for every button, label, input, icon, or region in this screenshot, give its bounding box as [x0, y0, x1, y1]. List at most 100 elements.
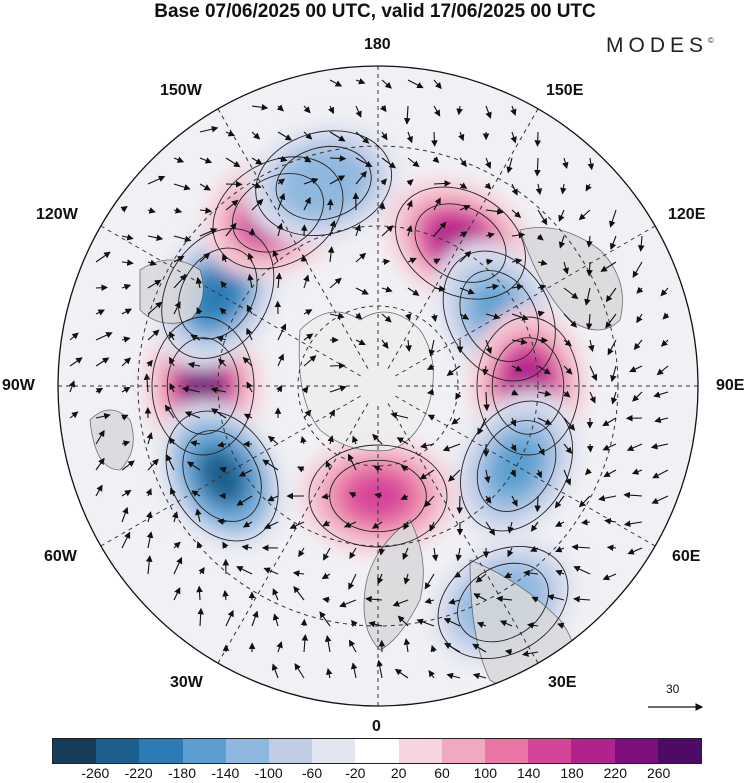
wind-vector [446, 365, 461, 376]
wind-vector [448, 598, 461, 605]
wind-vector [662, 312, 670, 320]
wind-vector [276, 384, 283, 393]
wind-vector [246, 304, 253, 315]
wind-vector [537, 310, 545, 318]
wind-vector [145, 488, 152, 497]
wind-vector [406, 131, 413, 144]
height-contour [232, 173, 324, 253]
wind-vector [121, 308, 132, 315]
wind-vector [472, 672, 487, 680]
wind-vector [407, 79, 424, 89]
brand-text: MODES [606, 34, 709, 57]
wind-vector [587, 157, 595, 171]
wind-vector [629, 365, 643, 373]
colorbar-tick-label: 140 [516, 765, 541, 781]
wind-vector [327, 198, 334, 211]
wind-vector [405, 339, 412, 352]
wind-vector [173, 556, 183, 575]
wind-vector [222, 589, 229, 601]
wind-vector [95, 429, 105, 445]
wind-vector [485, 521, 496, 536]
wind-vector [276, 641, 283, 653]
wind-vector [199, 252, 211, 263]
meridian-line [387, 108, 539, 369]
wind-vector [573, 595, 591, 603]
height-contour [460, 400, 574, 532]
wind-vector [196, 585, 203, 601]
wind-vector [69, 332, 79, 341]
wind-vector [166, 454, 175, 471]
wind-vector [143, 373, 151, 393]
height-contour [151, 316, 255, 456]
colorbar-swatch [355, 739, 399, 763]
wind-vector [416, 618, 435, 627]
wind-vector [562, 261, 569, 275]
lon-label-180: 180 [364, 36, 391, 53]
wind-vector [121, 460, 135, 471]
wind-vector [604, 517, 617, 525]
wind-vector [459, 182, 468, 189]
wind-vector [433, 79, 442, 90]
wind-vector [69, 411, 79, 419]
wind-vector [598, 495, 617, 502]
wind-vector [485, 157, 492, 169]
wind-vector [584, 468, 592, 476]
wind-vector [355, 252, 367, 263]
colorbar-swatch [182, 739, 226, 763]
wind-vector [484, 495, 492, 504]
wind-vector [277, 323, 287, 341]
wind-vector [537, 259, 548, 266]
wind-vector [433, 258, 441, 265]
wind-vector [121, 283, 132, 291]
meridian-line [217, 403, 369, 664]
wind-vector [121, 386, 131, 394]
wind-vector [329, 277, 342, 289]
wind-vector [534, 157, 541, 177]
wind-vector [327, 246, 335, 263]
wind-vector [121, 414, 129, 421]
colorbar-swatch [269, 739, 313, 763]
wind-vector [455, 391, 462, 400]
wind-vector [529, 545, 539, 552]
wind-vector [303, 309, 313, 316]
wind-vector [355, 131, 370, 144]
wind-vector [267, 435, 279, 445]
wind-vector [381, 313, 392, 323]
wind-vector [173, 183, 191, 191]
wind-vector [120, 205, 128, 213]
wind-vector [428, 669, 435, 679]
wind-vector [294, 663, 305, 679]
wind-vector [216, 335, 227, 342]
wind-vector [95, 357, 110, 367]
wind-vector [406, 199, 413, 211]
wind-vector [168, 331, 176, 341]
wind-vector [329, 385, 347, 393]
wind-vector [95, 387, 104, 395]
wind-vector [303, 409, 312, 419]
wind-vector [510, 417, 517, 427]
wind-vector [339, 599, 357, 608]
wind-vector [173, 207, 183, 214]
wind-vector [605, 313, 617, 329]
wind-vector [586, 443, 594, 453]
wind-vector [585, 313, 593, 331]
meridian-line [100, 395, 361, 547]
wind-vector [277, 131, 293, 141]
colorbar-swatch [139, 739, 183, 763]
wind-vector [303, 156, 312, 163]
wind-vector [521, 650, 539, 657]
wind-vector [381, 258, 391, 266]
wind-vector [431, 313, 438, 323]
wind-vector [477, 417, 487, 435]
colorbar-tick-label: -140 [211, 765, 240, 781]
height-contour [414, 203, 507, 283]
wind-vector [251, 104, 269, 111]
lon-label-120e: 120E [668, 206, 706, 223]
lon-label-30e: 30E [548, 674, 577, 691]
wind-vector [241, 544, 253, 551]
wind-vector [431, 547, 439, 562]
wind-vector [507, 547, 514, 558]
wind-vector [456, 495, 463, 515]
lon-label-0: 0 [372, 718, 381, 735]
colorbar-tick-label: 220 [603, 765, 628, 781]
